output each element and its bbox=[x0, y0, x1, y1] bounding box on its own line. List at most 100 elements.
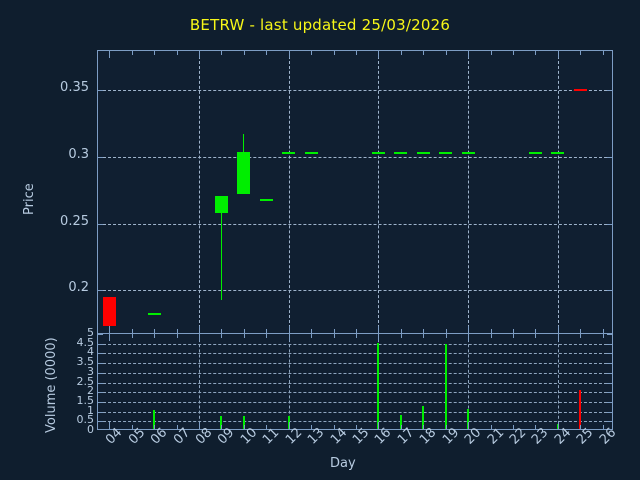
day-tick bbox=[131, 329, 133, 333]
candle-doji bbox=[147, 313, 161, 316]
volume-day-tick bbox=[490, 334, 492, 338]
volume-day-tick bbox=[400, 334, 402, 338]
volume-day-tick bbox=[445, 334, 447, 338]
volume-bar bbox=[444, 343, 447, 429]
volume-tick-label: 3.5 bbox=[76, 355, 95, 369]
volume-day-tick bbox=[557, 422, 559, 429]
volume-day-tick bbox=[468, 422, 470, 429]
volume-day-tick bbox=[535, 334, 537, 338]
volume-day-tick bbox=[154, 334, 156, 338]
volume-tick bbox=[607, 363, 612, 365]
day-tick bbox=[154, 51, 156, 55]
volume-day-tick bbox=[400, 425, 402, 429]
price-candles bbox=[98, 51, 612, 333]
volume-day-tick bbox=[131, 334, 133, 338]
volume-tick-label: 2.5 bbox=[76, 374, 95, 388]
day-tick bbox=[266, 51, 268, 55]
volume-day-tick bbox=[176, 334, 178, 338]
day-tick bbox=[513, 51, 515, 55]
volume-tick-label: 3 bbox=[87, 364, 94, 378]
day-tick bbox=[266, 329, 268, 333]
candle-doji bbox=[551, 152, 565, 154]
price-tick-label: 0.35 bbox=[60, 80, 89, 96]
day-tick bbox=[557, 326, 559, 333]
day-tick bbox=[288, 326, 290, 333]
day-tick bbox=[311, 329, 313, 333]
volume-day-tick bbox=[266, 334, 268, 338]
candle-doji bbox=[259, 198, 273, 201]
volume-bar bbox=[579, 390, 582, 429]
volume-day-tick bbox=[445, 425, 447, 429]
day-tick bbox=[580, 329, 582, 333]
price-tick bbox=[98, 290, 103, 292]
price-axis-ticks bbox=[98, 51, 612, 333]
volume-day-tick bbox=[580, 425, 582, 429]
day-tick bbox=[243, 329, 245, 333]
volume-tick bbox=[607, 372, 612, 374]
volume-bar bbox=[153, 409, 156, 429]
price-tick bbox=[98, 157, 103, 158]
day-axis-title: Day bbox=[330, 456, 356, 471]
volume-tick bbox=[98, 382, 103, 384]
day-tick bbox=[221, 51, 223, 55]
volume-day-tick bbox=[333, 425, 335, 429]
volume-bar bbox=[242, 416, 245, 429]
volume-day-tick bbox=[221, 425, 223, 429]
price-tick-label: 0.25 bbox=[60, 213, 89, 229]
day-tick bbox=[490, 329, 492, 333]
day-tick bbox=[535, 329, 537, 333]
candle-doji bbox=[461, 152, 475, 154]
volume-bar bbox=[220, 416, 223, 429]
candle-doji bbox=[573, 89, 587, 92]
volume-day-tick bbox=[513, 425, 515, 429]
volume-day-tick bbox=[109, 334, 111, 341]
candle-body bbox=[237, 151, 251, 195]
volume-tick bbox=[607, 382, 612, 384]
volume-day-tick bbox=[378, 422, 380, 429]
volume-day-tick bbox=[423, 425, 425, 429]
candle-wick bbox=[220, 195, 222, 300]
volume-day-tick bbox=[557, 334, 559, 341]
day-tick bbox=[176, 329, 178, 333]
price-tick bbox=[607, 90, 612, 92]
day-tick bbox=[154, 329, 156, 333]
volume-tick-label: 1 bbox=[87, 403, 94, 417]
day-tick bbox=[311, 51, 313, 55]
volume-day-tick bbox=[378, 334, 380, 341]
day-tick bbox=[400, 51, 402, 55]
day-tick bbox=[378, 326, 380, 333]
day-tick bbox=[221, 329, 223, 333]
day-tick bbox=[356, 51, 357, 55]
volume-day-tick bbox=[490, 425, 492, 429]
price-tick-label: 0.3 bbox=[68, 147, 89, 162]
day-tick bbox=[243, 51, 245, 55]
volume-tick bbox=[98, 421, 103, 423]
volume-day-tick bbox=[513, 334, 515, 338]
day-tick bbox=[423, 51, 425, 55]
volume-day-tick bbox=[266, 425, 268, 429]
price-tick bbox=[607, 157, 612, 158]
volume-day-tick bbox=[198, 422, 200, 429]
day-tick bbox=[176, 51, 178, 55]
day-tick bbox=[198, 326, 200, 333]
volume-bar bbox=[399, 415, 402, 429]
page-title: BETRW - last updated 25/03/2026 bbox=[189, 16, 451, 34]
day-tick bbox=[423, 329, 425, 333]
volume-day-tick bbox=[423, 334, 425, 338]
volume-day-tick bbox=[333, 334, 335, 338]
price-tick bbox=[607, 223, 612, 225]
day-tick bbox=[378, 51, 380, 58]
volume-day-tick bbox=[356, 425, 357, 429]
volume-day-tick bbox=[535, 425, 537, 429]
candle-doji bbox=[304, 152, 318, 154]
day-tick bbox=[580, 51, 582, 55]
volume-day-tick bbox=[602, 334, 604, 338]
day-tick bbox=[333, 51, 335, 55]
volume-day-tick bbox=[221, 334, 223, 338]
price-tick-label: 0.2 bbox=[68, 280, 89, 296]
volume-tick bbox=[98, 392, 103, 394]
volume-tick-label: 0.5 bbox=[76, 413, 95, 427]
day-tick bbox=[109, 51, 111, 58]
volume-tick bbox=[607, 401, 612, 403]
